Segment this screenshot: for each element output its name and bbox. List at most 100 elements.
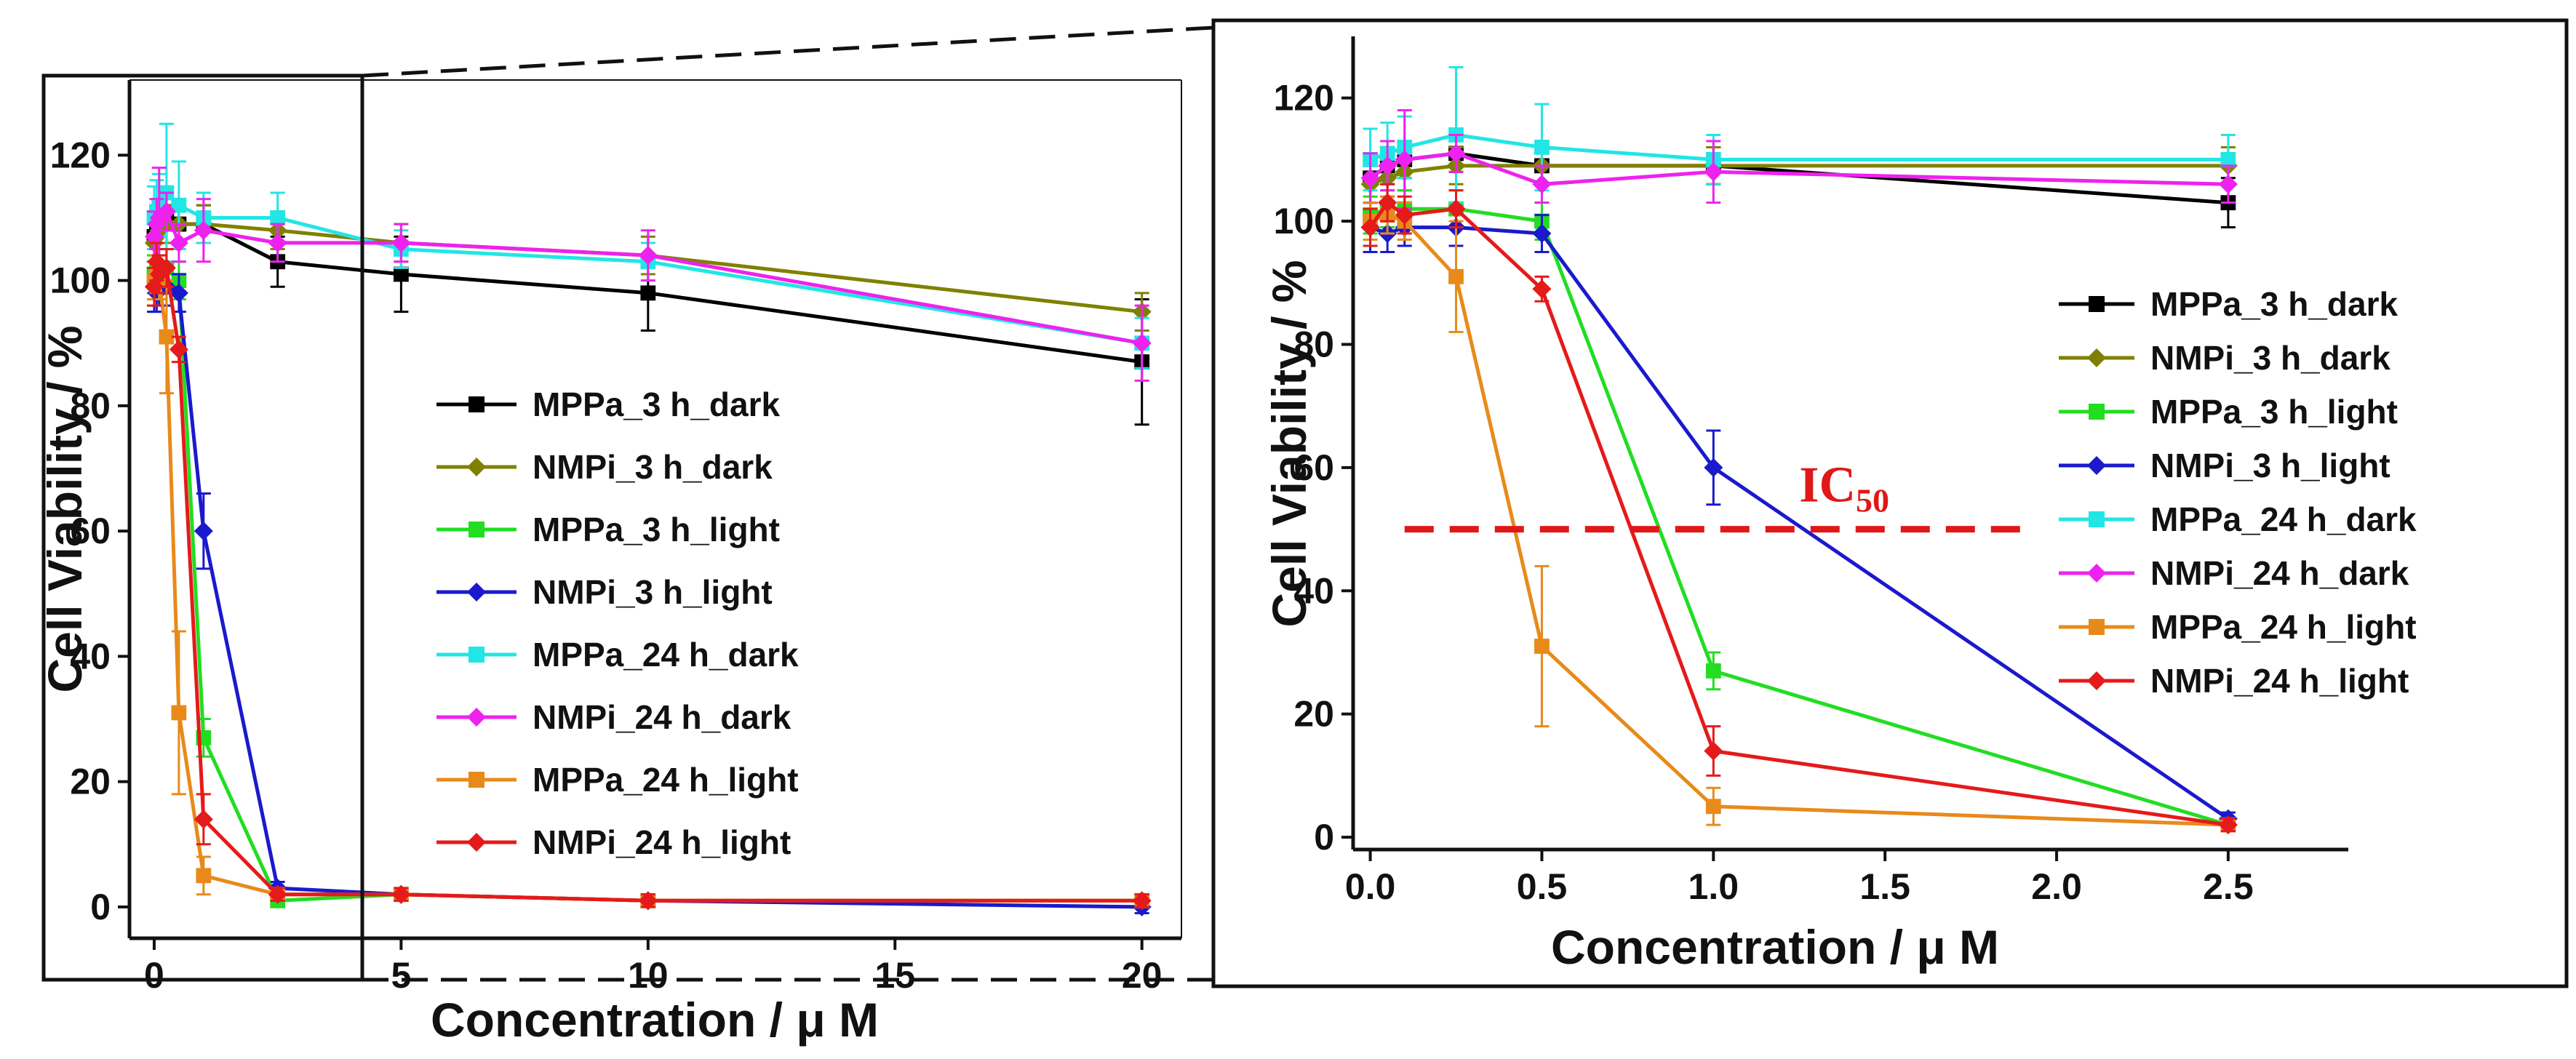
left-data-point [169,233,188,252]
left-legend-item: NMPi_24 h_dark [436,698,791,736]
right-legend-marker [2089,619,2105,635]
right-legend-marker [2087,456,2106,475]
left-legend-label: NMPi_3 h_dark [533,448,773,486]
right-x-tick-label: 2.5 [2203,866,2254,907]
right-legend-item: NMPi_24 h_dark [2059,554,2409,592]
right-data-point [1360,168,1380,188]
left-y-tick-label: 120 [50,135,111,175]
left-data-point [159,329,175,345]
left-legend-label: NMPi_24 h_light [533,823,791,861]
left-legend-label: MPPa_24 h_light [533,761,799,799]
left-data-point [270,210,286,225]
left-x-tick-label: 5 [391,955,411,996]
left-legend-item: MPPa_24 h_dark [436,636,799,674]
left-ticks: 0 5 10 15 20 0 20 40 60 80 100 120 [50,135,1163,996]
right-legend-item: NMPi_24 h_light [2059,662,2409,700]
right-legend-marker [2087,564,2106,583]
right-legend-item: NMPi_3 h_dark [2059,339,2390,377]
right-data-point [1705,663,1721,679]
left-legend-label: NMPi_24 h_dark [533,698,791,736]
right-series-mppa-24-h-light [1363,195,2236,833]
right-x-tick-label: 0.5 [1517,866,1568,907]
left-data-point [638,246,658,265]
left-y-tick-label: 60 [70,511,111,551]
left-legend-item: NMPi_3 h_dark [436,448,773,486]
left-x-tick-label: 10 [628,955,669,996]
right-x-tick-label: 1.5 [1859,866,1910,907]
left-data-point [640,285,656,301]
left-x-tick-label: 20 [1122,955,1163,996]
left-y-axis-title: Cell Viability / % [38,326,92,693]
right-data-point [1704,162,1723,182]
left-series-nmpi-24-h-light [144,241,1152,911]
left-data-point [194,521,213,541]
zoom-connector-top [362,25,1214,78]
right-legend-item: NMPi_3 h_light [2059,447,2390,484]
zoom-region-box [41,73,364,982]
right-series-nmpi-24-h-light [1360,183,2238,835]
right-legend-label: MPPa_24 h_light [2150,608,2417,646]
right-data-point [1532,224,1552,244]
left-legend-marker [467,457,486,476]
left-data-point [268,233,287,252]
right-y-tick-label: 20 [1293,694,1334,735]
right-legend-marker [2087,671,2106,690]
left-data-point [194,220,213,240]
right-data-point [1446,199,1466,219]
left-data-point [1132,333,1152,353]
right-data-point [2220,151,2236,167]
left-legend-marker [468,647,485,663]
right-legend-label: NMPi_24 h_light [2150,662,2409,700]
right-data-point [1704,457,1723,477]
left-legend-label: MPPa_24 h_dark [533,636,799,674]
right-legend-label: MPPa_3 h_dark [2150,285,2398,323]
left-y-tick-label: 40 [70,636,111,676]
left-data-point [391,233,411,252]
right-data-point [1534,140,1550,155]
left-legend-marker [468,521,485,538]
right-legend-marker [2087,348,2106,367]
left-data-point [169,283,188,303]
left-x-tick-label: 15 [874,955,915,996]
right-data-point [1704,741,1723,761]
right-legend-marker [2089,404,2105,420]
ic50-label-sub: 50 [1856,482,1889,519]
right-data-point [1395,150,1414,169]
right-data-point [1360,217,1380,237]
right-y-tick-label: 120 [1274,78,1334,119]
right-legend-label: NMPi_24 h_dark [2150,554,2409,592]
right-y-tick-label: 80 [1293,324,1334,364]
left-data-point [638,891,658,911]
left-x-tick-label: 0 [144,955,164,996]
right-y-tick-label: 60 [1293,447,1334,488]
left-data-point [393,266,409,282]
right-legend-label: MPPa_24 h_dark [2150,500,2417,538]
right-data-point [2218,815,2238,835]
left-legend-marker [467,708,486,727]
right-y-tick-label: 0 [1314,817,1334,858]
right-data-point [1705,799,1721,815]
right-legend-label: NMPi_3 h_dark [2150,339,2390,377]
right-data-point [1395,205,1414,225]
right-legend-label: NMPi_3 h_light [2150,447,2390,484]
left-legend-item: NMPi_24 h_light [436,823,791,861]
right-data-point [1378,156,1397,175]
right-x-tick-label: 2.0 [2031,866,2082,907]
left-data-point [171,705,187,721]
left-data-point [196,868,212,884]
right-data-point [2218,175,2238,194]
right-chart: 0.0 0.5 1.0 1.5 2.0 2.5 0 20 40 60 80 100 120 IC50 C… [1262,36,2417,974]
left-y-tick-label: 0 [90,887,111,927]
right-legend-marker [2089,511,2105,527]
left-data-point [156,258,176,278]
right-data-point [1534,639,1550,654]
right-x-axis-title: Concentration / μ M [1551,920,1999,974]
left-y-tick-label: 100 [50,260,111,301]
left-x-axis-title: Concentration / μ M [431,993,879,1047]
right-x-tick-label: 0.0 [1345,866,1396,907]
left-data-point [391,884,411,904]
right-y-axis-title: Cell Viability / % [1262,260,1316,628]
right-ticks: 0.0 0.5 1.0 1.5 2.0 2.5 0 20 40 60 80 100 120 [1274,78,2254,907]
right-series-nmpi-3-h-light [1360,201,2238,828]
